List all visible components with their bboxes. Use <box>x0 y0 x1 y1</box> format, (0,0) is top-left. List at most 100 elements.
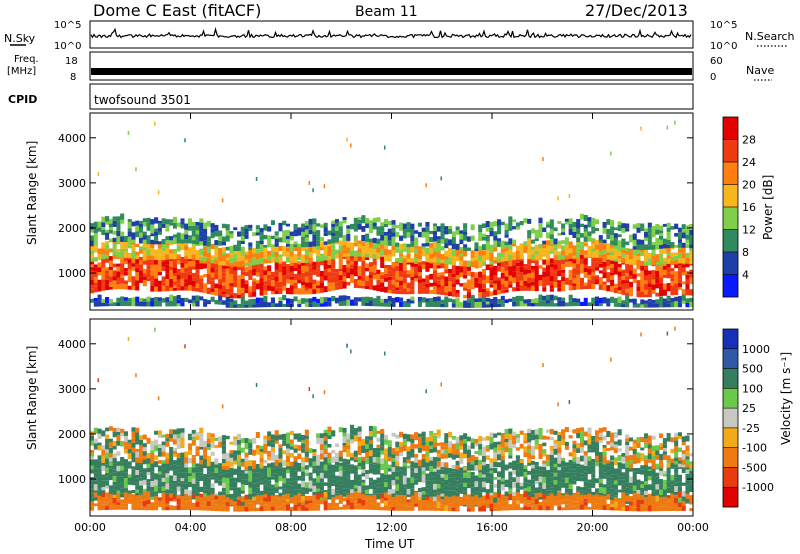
power-cell <box>613 283 618 288</box>
velocity-cell <box>195 469 200 473</box>
power-cell <box>470 261 475 267</box>
velocity-cell <box>561 429 566 435</box>
power-cell <box>557 300 562 307</box>
power-cell <box>112 249 117 255</box>
power-cell <box>478 283 483 290</box>
velocity-cell <box>365 499 370 506</box>
velocity-cell <box>632 474 637 481</box>
velocity-cell <box>142 506 147 511</box>
velocity-cell <box>383 500 389 506</box>
velocity-cell <box>172 429 177 435</box>
power-cell <box>655 243 660 250</box>
power-cell <box>610 220 615 224</box>
power-cell <box>628 252 633 256</box>
velocity-cell <box>402 500 407 506</box>
power-cell <box>681 264 686 268</box>
power-cell <box>572 255 577 259</box>
power-cell <box>500 221 505 226</box>
power-cell <box>353 242 358 247</box>
velocity-cell <box>180 428 185 433</box>
power-cell <box>259 244 264 249</box>
power-cell <box>610 286 615 293</box>
power-cell <box>432 301 438 308</box>
power-cell <box>644 228 649 232</box>
power-cell <box>255 303 260 308</box>
velocity-cell <box>391 475 396 481</box>
velocity-cell <box>429 445 434 449</box>
velocity-cell <box>617 489 622 493</box>
velocity-cell <box>595 435 600 440</box>
velocity-cell <box>334 452 340 456</box>
power-cell <box>203 256 208 262</box>
velocity-cell <box>206 460 211 467</box>
velocity-cell <box>391 502 396 507</box>
power-cell <box>244 225 249 229</box>
power-cell <box>225 276 230 283</box>
velocity-cell <box>489 443 494 450</box>
power-cell <box>636 223 641 228</box>
power-cell <box>414 257 419 263</box>
power-cell <box>636 303 641 308</box>
velocity-cell <box>123 498 128 504</box>
velocity-cell <box>436 501 441 508</box>
velocity-cell <box>304 500 309 505</box>
power-cell <box>576 251 581 259</box>
power-cell <box>172 216 177 223</box>
velocity-cell <box>497 503 502 508</box>
power-cell <box>519 272 524 277</box>
velocity-cell <box>93 464 98 469</box>
power-cell <box>368 262 373 267</box>
power-cell <box>425 226 430 233</box>
power-cell <box>150 280 155 286</box>
velocity-cell <box>346 433 351 437</box>
power-cell <box>203 234 208 241</box>
velocity-cell <box>229 467 234 471</box>
velocity-cell <box>478 444 483 450</box>
power-cell <box>304 255 309 261</box>
velocity-cell <box>429 497 434 502</box>
power-cell <box>218 261 223 266</box>
power-cell <box>105 303 110 307</box>
power-cell <box>489 280 494 285</box>
power-cell <box>278 287 283 294</box>
power-cell <box>610 282 615 287</box>
velocity-cell <box>444 505 449 512</box>
velocity-cell <box>206 447 211 450</box>
velocity-cell <box>274 463 279 467</box>
velocity-cell <box>267 440 272 447</box>
velocity-cell <box>101 455 106 459</box>
velocity-cell <box>308 500 313 504</box>
power-cell <box>361 281 366 286</box>
velocity-cell <box>380 464 385 471</box>
power-cell <box>436 265 441 269</box>
power-cell <box>331 262 336 269</box>
velocity-cell <box>644 433 649 439</box>
velocity-cell <box>138 485 144 490</box>
power-cell <box>444 286 449 293</box>
velocity-cell <box>606 481 611 486</box>
velocity-cell <box>150 450 155 453</box>
power-cell <box>512 219 517 223</box>
velocity-cell <box>376 506 381 511</box>
velocity-cell <box>534 474 539 481</box>
velocity-cell <box>123 468 128 473</box>
power-cell <box>285 287 291 295</box>
power-colorbar-tick-label: 24 <box>742 156 756 169</box>
power-cell <box>474 255 479 261</box>
power-cell <box>546 232 551 239</box>
power-cell <box>677 282 682 287</box>
power-cell <box>414 263 419 267</box>
power-colorbar-block <box>723 252 738 275</box>
power-cell <box>93 276 98 283</box>
power-cell <box>112 263 117 268</box>
power-cell <box>252 298 257 305</box>
power-cell <box>681 294 686 301</box>
power-cell <box>293 246 298 252</box>
power-cell <box>176 279 181 284</box>
power-cell <box>674 120 676 125</box>
velocity-cell <box>187 449 193 455</box>
power-cell <box>504 280 509 287</box>
power-cell <box>289 303 294 308</box>
power-cell <box>361 220 366 224</box>
power-cell <box>112 216 117 221</box>
